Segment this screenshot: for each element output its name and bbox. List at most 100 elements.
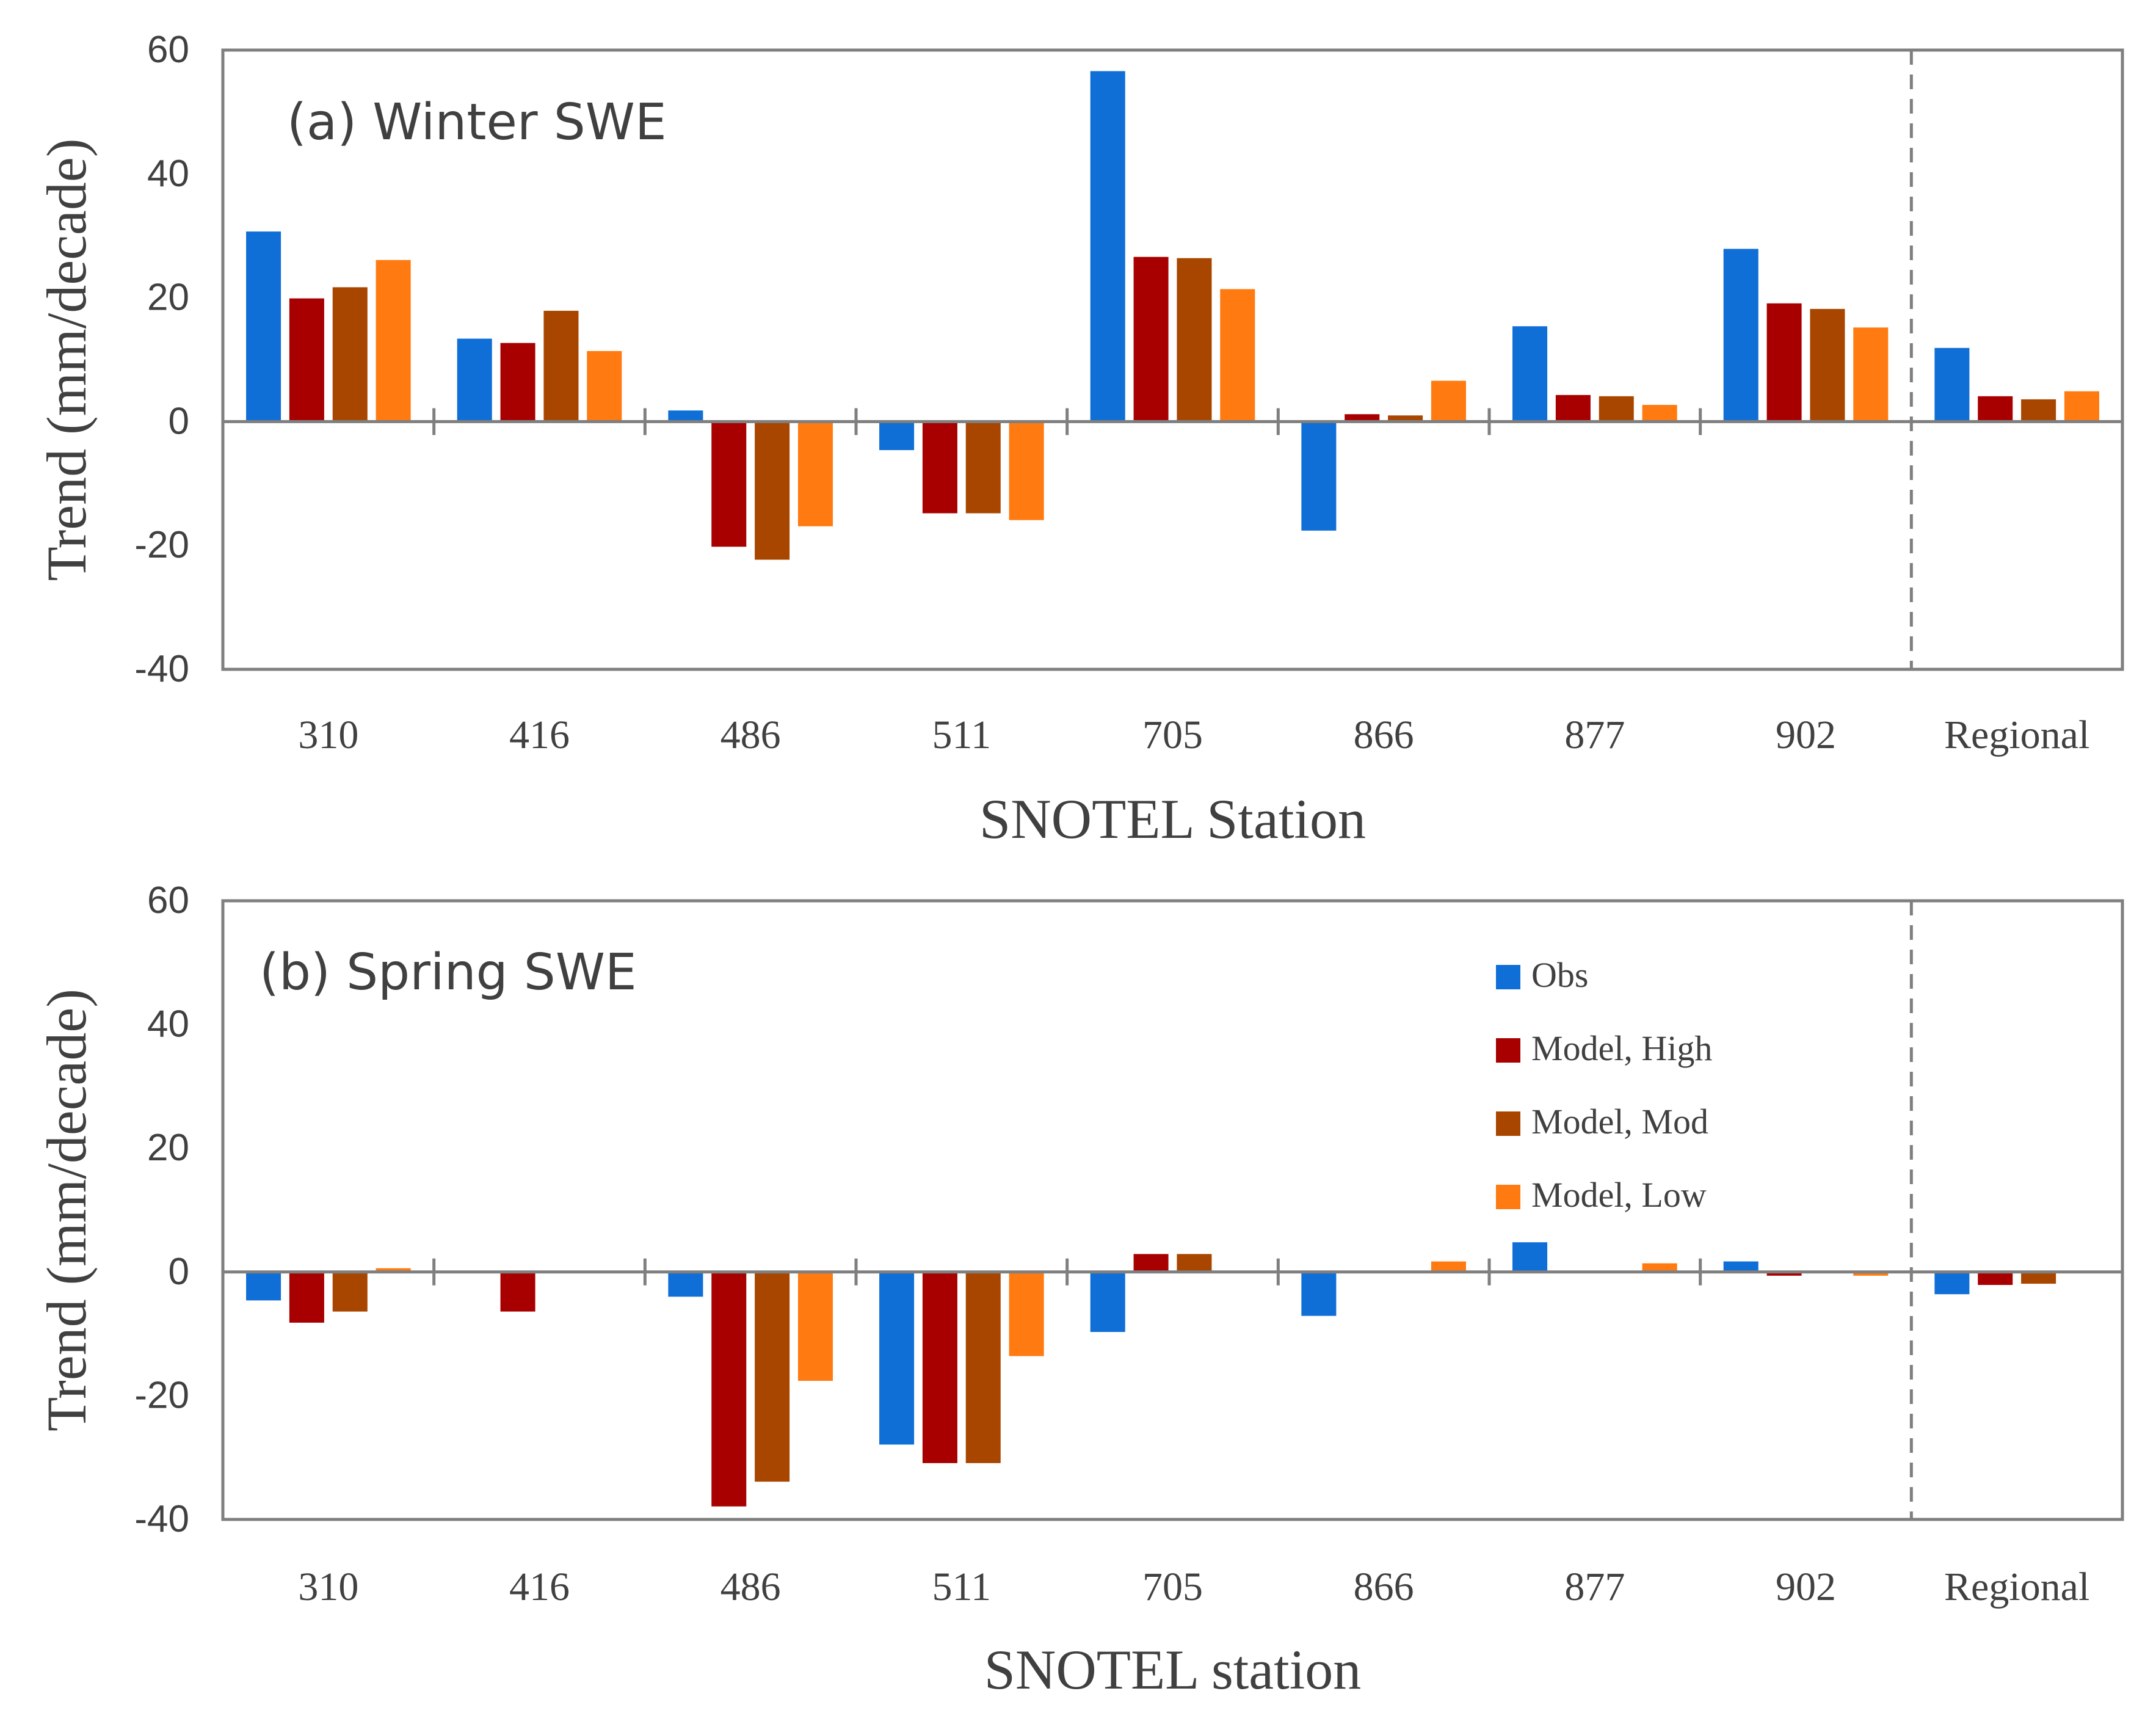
- legend-label: Model, Low: [1531, 1175, 1707, 1215]
- bar-model-mod-310: [332, 287, 368, 422]
- bar-model-low-902: [1853, 1271, 1889, 1276]
- bar-model-high-regional: [1978, 396, 2013, 422]
- bar-model-mod-regional: [2021, 399, 2056, 422]
- legend-swatch: [1496, 1111, 1520, 1136]
- bar-obs-310: [246, 231, 281, 422]
- bar-model-high-511: [922, 1271, 957, 1463]
- y-tick-label: 60: [147, 879, 189, 922]
- bar-model-mod-866: [1388, 415, 1423, 422]
- y-tick-label: 0: [169, 1251, 189, 1293]
- bar-model-mod-regional: [2021, 1271, 2056, 1284]
- x-axis-label: SNOTEL Station: [979, 788, 1366, 850]
- y-tick-label: -40: [134, 648, 189, 690]
- bar-obs-705: [1090, 71, 1125, 422]
- panel-b-spring-swe: -40 -20 0 20 40 60 310 416 486 511 705 866 877 902 Reg…: [35, 879, 2124, 1701]
- x-tick-label: 511: [932, 713, 992, 757]
- bar-model-mod-902: [1810, 308, 1845, 422]
- x-axis-label: SNOTEL station: [984, 1638, 1362, 1701]
- x-tick-label: 416: [509, 1565, 570, 1609]
- y-tick-label: -20: [134, 1374, 189, 1416]
- x-tick-label: 705: [1142, 713, 1203, 757]
- y-tick-label: 20: [147, 277, 189, 319]
- bar-model-mod-705: [1177, 1254, 1212, 1272]
- bar-model-mod-486: [755, 1271, 790, 1482]
- bar-model-low-705: [1220, 289, 1255, 422]
- bar-model-low-310: [376, 260, 411, 422]
- legend-label: Model, High: [1531, 1028, 1712, 1068]
- bar-model-high-310: [289, 298, 324, 422]
- bar-model-mod-511: [965, 421, 1001, 514]
- x-tick-label: 486: [720, 1565, 781, 1609]
- bar-model-high-416: [500, 1271, 535, 1312]
- bar-obs-regional: [1934, 1271, 1970, 1295]
- legend-label: Model, Mod: [1531, 1102, 1708, 1141]
- bar-model-mod-511: [965, 1271, 1001, 1463]
- bar-model-low-486: [797, 421, 833, 526]
- bar-obs-705: [1090, 1271, 1125, 1333]
- x-tick-label: 866: [1354, 1565, 1414, 1609]
- bar-obs-877: [1512, 1242, 1548, 1272]
- bar-obs-877: [1512, 326, 1548, 422]
- bar-model-high-877: [1555, 395, 1591, 422]
- bar-model-low-877: [1642, 405, 1677, 422]
- x-tick-label: 705: [1142, 1565, 1203, 1609]
- bar-model-high-866: [1345, 414, 1380, 422]
- bar-model-mod-416: [543, 310, 579, 422]
- y-tick-label: 0: [169, 400, 189, 442]
- bar-model-high-486: [711, 1271, 747, 1507]
- bar-obs-866: [1301, 421, 1337, 531]
- bar-model-low-877: [1642, 1263, 1677, 1272]
- legend-swatch: [1496, 1185, 1520, 1209]
- bar-obs-511: [879, 421, 915, 451]
- y-tick-label: 40: [147, 153, 189, 195]
- bar-model-high-416: [500, 343, 535, 422]
- bar-model-high-902: [1766, 1271, 1802, 1276]
- bar-model-low-511: [1009, 1271, 1044, 1356]
- bar-obs-866: [1301, 1271, 1337, 1316]
- y-tick-label: 40: [147, 1003, 189, 1046]
- bar-obs-486: [668, 410, 703, 422]
- bar-model-low-902: [1853, 327, 1889, 422]
- bar-model-high-regional: [1978, 1271, 2013, 1286]
- x-tick-label: 902: [1776, 713, 1836, 757]
- bar-model-low-866: [1431, 380, 1466, 422]
- x-tick-label: 486: [720, 713, 781, 757]
- bar-obs-511: [879, 1271, 915, 1445]
- x-tick-label: Regional: [1944, 1565, 2089, 1609]
- bar-model-mod-486: [755, 421, 790, 560]
- x-tick-label: 310: [298, 713, 358, 757]
- panel-title: (b) Spring SWE: [260, 944, 637, 1002]
- y-axis-label: Trend (mm/decade): [35, 139, 98, 581]
- y-tick-label: -40: [134, 1498, 189, 1540]
- bar-model-high-310: [289, 1271, 324, 1323]
- x-tick-label: 416: [509, 713, 570, 757]
- bar-model-high-511: [922, 421, 957, 514]
- x-tick-label: Regional: [1944, 713, 2089, 757]
- plot-frame: [221, 48, 2124, 671]
- x-tick-label: 877: [1564, 1565, 1625, 1609]
- x-tick-label: 511: [932, 1565, 992, 1609]
- bar-model-mod-310: [332, 1271, 368, 1312]
- legend-swatch: [1496, 1038, 1520, 1063]
- x-tick-label: 310: [298, 1565, 358, 1609]
- x-tick-label: 877: [1564, 713, 1625, 757]
- bar-obs-regional: [1934, 347, 1970, 422]
- bar-obs-902: [1723, 249, 1759, 422]
- bar-model-low-511: [1009, 421, 1044, 520]
- y-tick-label: 60: [147, 29, 189, 71]
- x-tick-label: 902: [1776, 1565, 1836, 1609]
- bar-obs-486: [668, 1271, 703, 1297]
- panel-title: (a) Winter SWE: [287, 93, 667, 151]
- bar-model-low-866: [1431, 1261, 1466, 1272]
- x-tick-label: 866: [1354, 713, 1414, 757]
- bar-model-high-486: [711, 421, 747, 547]
- bar-model-high-705: [1133, 1254, 1169, 1272]
- bar-model-high-902: [1766, 303, 1802, 422]
- bar-obs-902: [1723, 1261, 1759, 1272]
- bar-model-mod-705: [1177, 258, 1212, 422]
- bar-model-low-regional: [2064, 391, 2099, 422]
- bar-model-low-486: [797, 1271, 833, 1381]
- y-tick-label: 20: [147, 1127, 189, 1169]
- plot-frame: [221, 899, 2124, 1521]
